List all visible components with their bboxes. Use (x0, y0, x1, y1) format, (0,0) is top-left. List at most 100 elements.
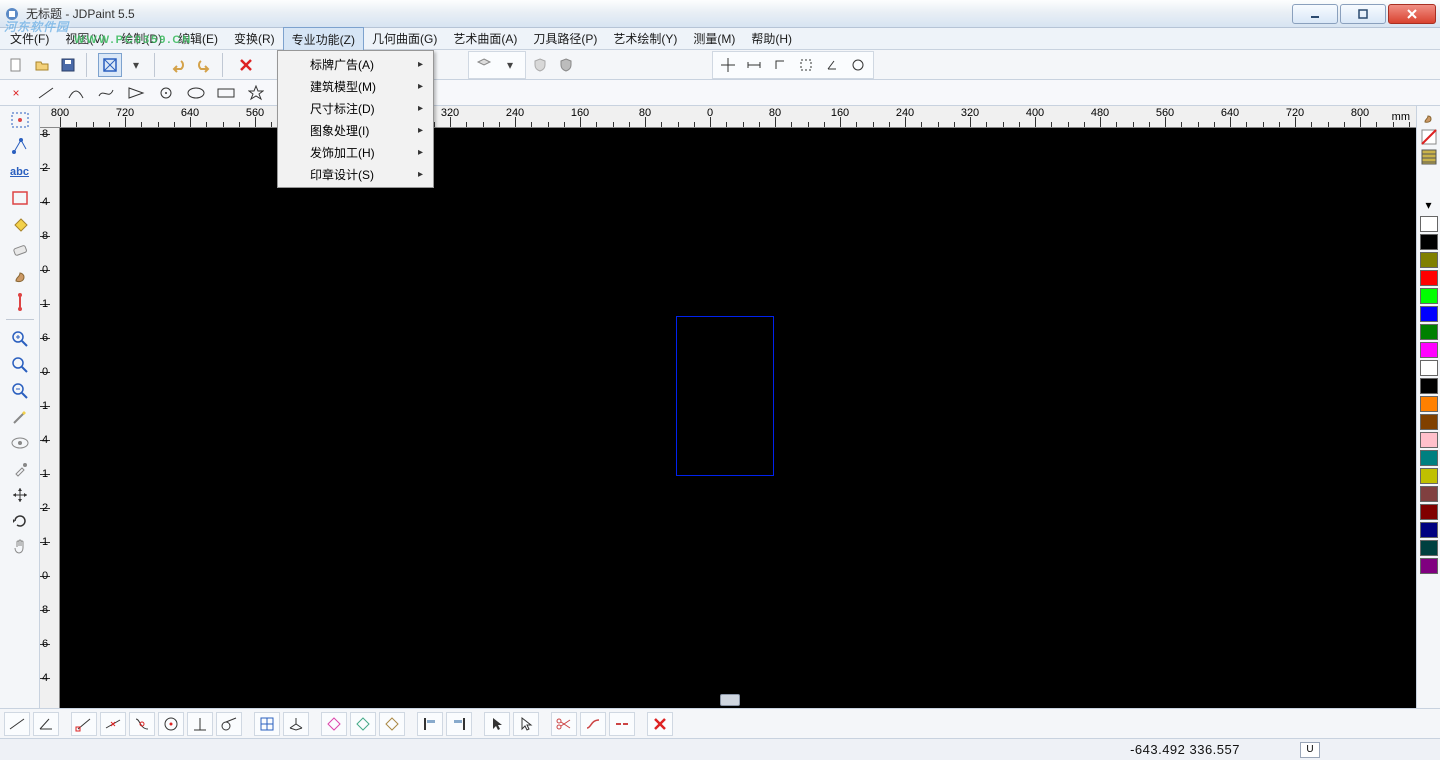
menu-2[interactable]: 绘制(D) (113, 28, 170, 49)
menu-0[interactable]: 文件(F) (2, 28, 57, 49)
zoom-in[interactable] (6, 327, 34, 351)
swatch-10[interactable] (1420, 396, 1438, 412)
menu-1[interactable]: 视图(V) (57, 28, 113, 49)
brush-small-icon[interactable] (1419, 108, 1439, 126)
hand[interactable] (6, 535, 34, 559)
bottom-snap-center[interactable] (158, 712, 184, 736)
eraser[interactable] (6, 238, 34, 262)
minimize-button[interactable] (1292, 4, 1338, 24)
rect-tool[interactable] (216, 84, 236, 102)
bottom-diamond-1[interactable] (321, 712, 347, 736)
dropdown-item-1[interactable]: 建筑模型(M) (280, 75, 431, 97)
swatch-17[interactable] (1420, 522, 1438, 538)
snap-corner-icon[interactable] (768, 53, 792, 77)
brush[interactable] (6, 264, 34, 288)
line-tool[interactable] (36, 84, 56, 102)
swatch-18[interactable] (1420, 540, 1438, 556)
no-fill-icon[interactable] (1419, 128, 1439, 146)
swatch-7[interactable] (1420, 342, 1438, 358)
bottom-grid-on[interactable] (254, 712, 280, 736)
bottom-line[interactable] (4, 712, 30, 736)
select-rect[interactable] (6, 108, 34, 132)
new-file-button[interactable] (4, 53, 28, 77)
triangle-tool[interactable] (126, 84, 146, 102)
swatch-1[interactable] (1420, 234, 1438, 250)
snap-cross-icon[interactable] (716, 53, 740, 77)
dropdown-item-5[interactable]: 印章设计(S) (280, 163, 431, 185)
bottom-diamond-3[interactable] (379, 712, 405, 736)
bottom-angle[interactable] (33, 712, 59, 736)
swatch-8[interactable] (1420, 360, 1438, 376)
dropper[interactable] (6, 457, 34, 481)
bottom-break[interactable] (609, 712, 635, 736)
bottom-diamond-2[interactable] (350, 712, 376, 736)
bottom-cursor-2[interactable] (513, 712, 539, 736)
status-mode-button[interactable]: U (1300, 742, 1320, 758)
swatch-11[interactable] (1420, 414, 1438, 430)
bottom-snap-end[interactable] (71, 712, 97, 736)
swatch-16[interactable] (1420, 504, 1438, 520)
close-button[interactable] (1388, 4, 1436, 24)
swatch-4[interactable] (1420, 288, 1438, 304)
bottom-snap-mid[interactable] (100, 712, 126, 736)
move[interactable] (6, 483, 34, 507)
menu-4[interactable]: 变换(R) (226, 28, 283, 49)
menu-7[interactable]: 艺术曲面(A) (445, 28, 525, 49)
bottom-align-r[interactable] (446, 712, 472, 736)
delete-button[interactable] (234, 53, 258, 77)
rotate[interactable] (6, 509, 34, 533)
bottom-grid-3d[interactable] (283, 712, 309, 736)
circle-dot-tool[interactable] (156, 84, 176, 102)
swatch-0[interactable] (1420, 216, 1438, 232)
pattern-icon[interactable] (1419, 148, 1439, 166)
menu-5[interactable]: 专业功能(Z) (283, 27, 364, 50)
swatch-6[interactable] (1420, 324, 1438, 340)
zoom-out[interactable] (6, 379, 34, 403)
bottom-snap-int[interactable] (129, 712, 155, 736)
swatch-12[interactable] (1420, 432, 1438, 448)
select-mode-button[interactable] (98, 53, 122, 77)
swatch-15[interactable] (1420, 486, 1438, 502)
bottom-align-l[interactable] (417, 712, 443, 736)
swatch-9[interactable] (1420, 378, 1438, 394)
layer-icon[interactable] (472, 53, 496, 77)
bottom-tangent[interactable] (216, 712, 242, 736)
shield-2-icon[interactable] (554, 53, 578, 77)
save-button[interactable] (56, 53, 80, 77)
shield-1-icon[interactable] (528, 53, 552, 77)
undo-button[interactable] (166, 53, 190, 77)
swatch-19[interactable] (1420, 558, 1438, 574)
paint-bucket[interactable] (6, 212, 34, 236)
swatch-14[interactable] (1420, 468, 1438, 484)
snap-h-icon[interactable] (742, 53, 766, 77)
shape-rect[interactable] (6, 186, 34, 210)
menu-6[interactable]: 几何曲面(G) (364, 28, 445, 49)
magic[interactable] (6, 405, 34, 429)
bottom-delete[interactable] (647, 712, 673, 736)
dropdown-item-2[interactable]: 尺寸标注(D) (280, 97, 431, 119)
curve-tool[interactable] (96, 84, 116, 102)
dropdown-arrow[interactable]: ▾ (124, 53, 148, 77)
bottom-join[interactable] (580, 712, 606, 736)
snap-box-icon[interactable] (794, 53, 818, 77)
open-file-button[interactable] (30, 53, 54, 77)
dropdown-item-3[interactable]: 图象处理(I) (280, 119, 431, 141)
arc-tool[interactable] (66, 84, 86, 102)
menu-9[interactable]: 艺术绘制(Y) (605, 28, 685, 49)
snap-angle-icon[interactable] (820, 53, 844, 77)
swatch-2[interactable] (1420, 252, 1438, 268)
swatch-13[interactable] (1420, 450, 1438, 466)
dropdown-item-0[interactable]: 标牌广告(A) (280, 53, 431, 75)
drawn-rectangle[interactable] (676, 316, 774, 476)
bottom-cursor-1[interactable] (484, 712, 510, 736)
menu-10[interactable]: 测量(M) (685, 28, 743, 49)
menu-11[interactable]: 帮助(H) (743, 28, 800, 49)
text-abc[interactable]: abc (6, 160, 34, 184)
bottom-perp[interactable] (187, 712, 213, 736)
ellipse-tool[interactable] (186, 84, 206, 102)
snap-circle-icon[interactable] (846, 53, 870, 77)
layer-dropdown[interactable]: ▾ (498, 53, 522, 77)
zoom-fit[interactable] (6, 353, 34, 377)
path-v[interactable] (6, 290, 34, 314)
redo-button[interactable] (192, 53, 216, 77)
